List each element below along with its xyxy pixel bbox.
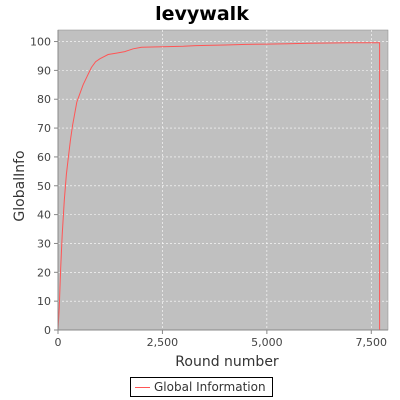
y-tick-label: 10 [37,295,51,308]
legend-swatch [135,386,150,388]
legend-label: Global Information [154,380,266,394]
y-tick-label: 80 [37,93,51,106]
y-tick-label: 50 [37,180,51,193]
y-tick-label: 100 [30,36,51,49]
y-tick-label: 90 [37,64,51,77]
x-tick-label: 7,500 [356,336,388,349]
y-tick-label: 0 [44,324,51,337]
chart-title: levywalk [155,3,249,25]
y-tick-label: 40 [37,209,51,222]
x-axis-label: Round number [175,354,279,370]
legend: Global Information [130,377,273,397]
y-tick-label: 20 [37,266,51,279]
plot-area [57,29,389,331]
y-axis-label: GlobalInfo [12,150,28,221]
series-line-0 [57,42,381,331]
x-tick-label: 2,500 [147,336,179,349]
y-tick-label: 60 [37,151,51,164]
y-tick-label: 30 [37,237,51,250]
x-tick-label: 0 [55,336,62,349]
x-tick-label: 5,000 [251,336,283,349]
y-tick-label: 70 [37,122,51,135]
